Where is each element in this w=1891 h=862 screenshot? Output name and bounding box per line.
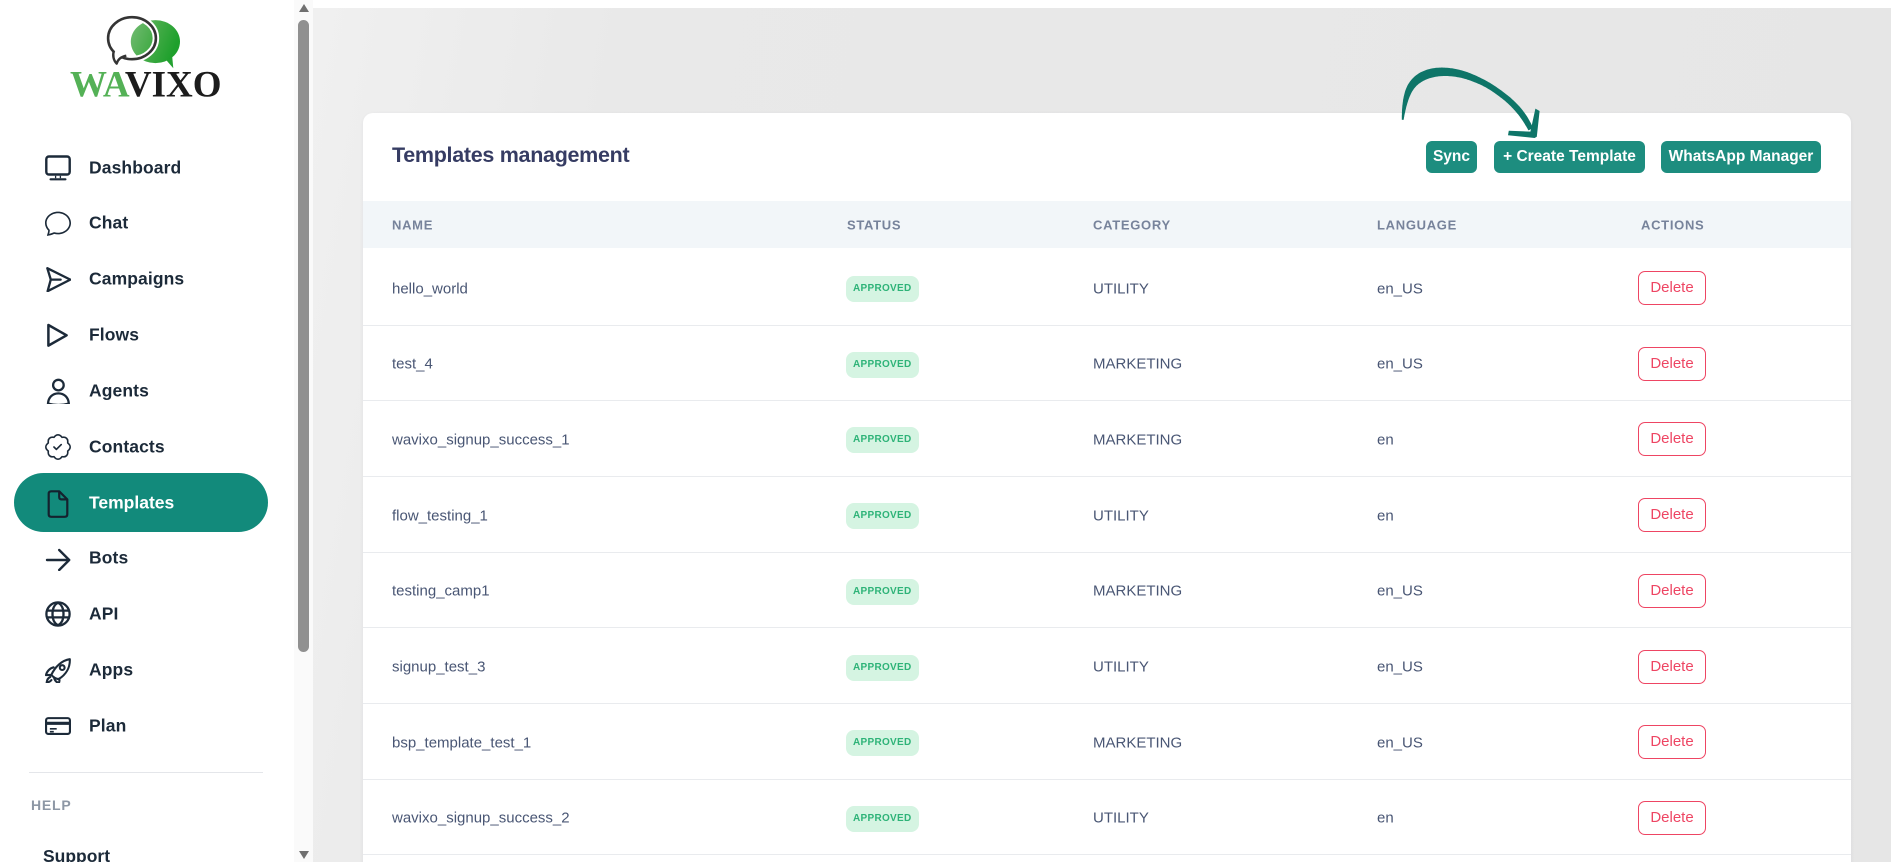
svg-text:WAVIXO: WAVIXO <box>70 65 221 106</box>
